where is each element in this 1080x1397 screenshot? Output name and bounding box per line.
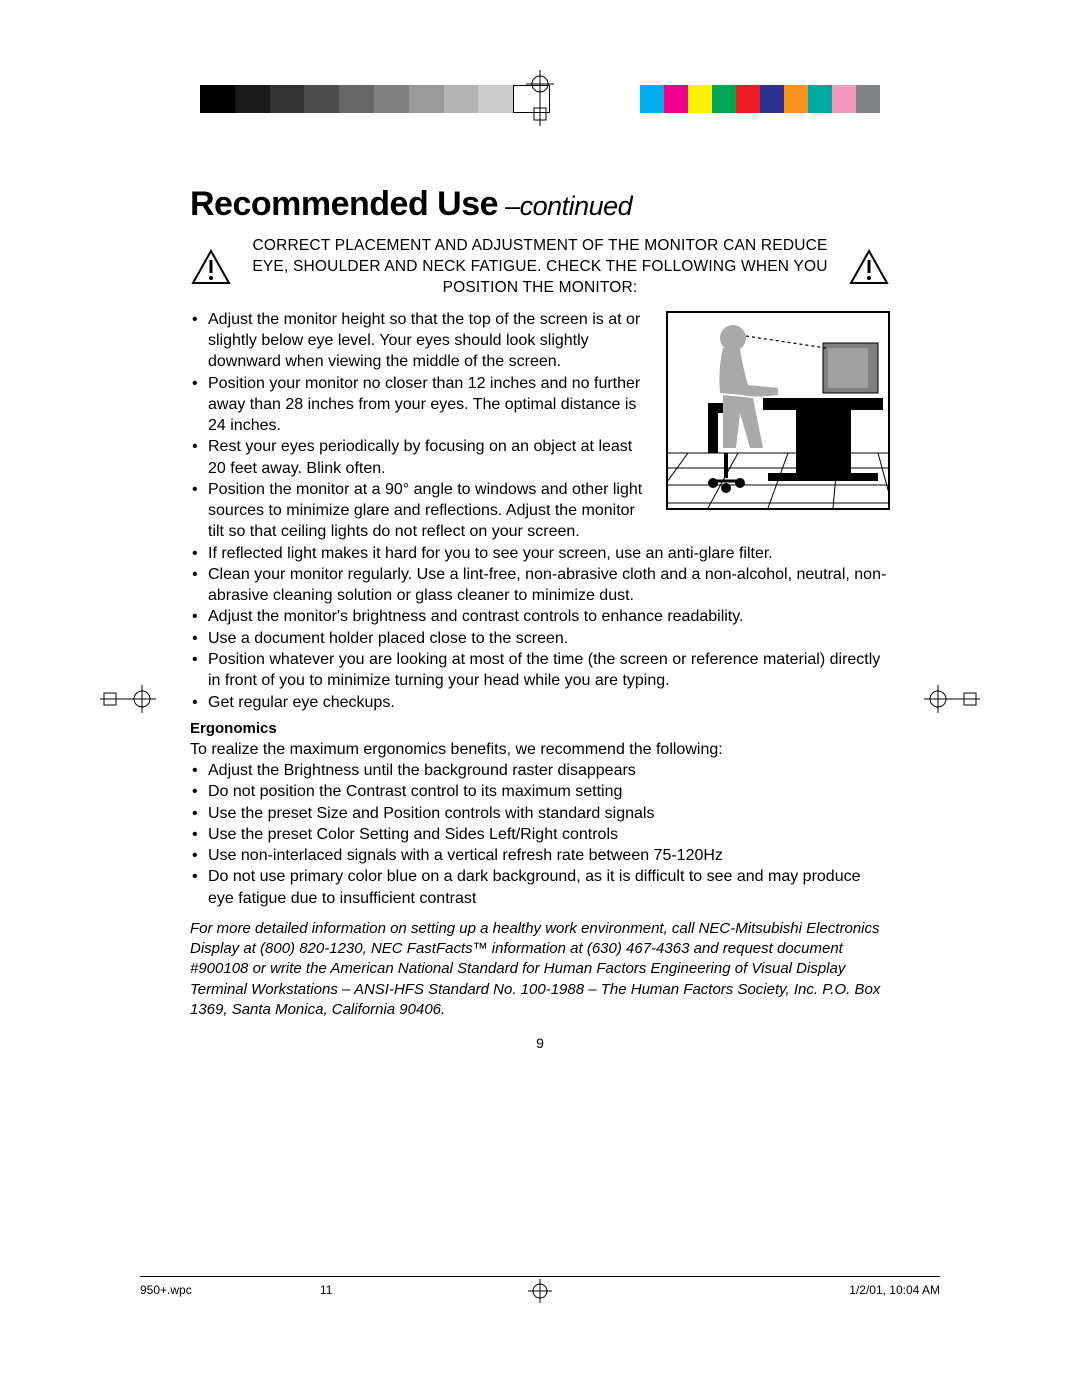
bullet-item: Position whatever you are looking at mos… [190,649,890,692]
color-swatch [808,85,832,113]
grayscale-swatch [339,85,374,113]
footer-filename: 950+.wpc [140,1283,320,1297]
registration-mark-left [100,685,156,713]
print-footer: 950+.wpc 11 1/2/01, 10:04 AM [140,1276,940,1297]
color-swatch [736,85,760,113]
body-block: Adjust the monitor height so that the to… [190,309,890,1053]
bullet-item: Do not position the Contrast control to … [190,781,890,802]
bullet-item: Adjust the monitor height so that the to… [190,309,890,373]
color-swatch [664,85,688,113]
grayscale-swatch [270,85,305,113]
footer-sheet: 11 [320,1283,400,1297]
regbar-spacer [550,85,640,113]
bullet-item: Adjust the monitor's brightness and cont… [190,606,890,627]
bullet-list-placement: Adjust the monitor height so that the to… [190,309,890,713]
color-swatch [688,85,712,113]
title-main: Recommended Use [190,185,498,223]
grayscale-swatch [304,85,339,113]
grayscale-swatch [478,85,513,113]
page: Recommended Use –continued CORRECT PLACE… [0,0,1080,1397]
footnote-text: For more detailed information on setting… [190,919,890,1020]
grayscale-swatch [444,85,479,113]
bullet-item: Clean your monitor regularly. Use a lint… [190,564,890,607]
bullet-item: Do not use primary color blue on a dark … [190,866,890,909]
bullet-item: Adjust the Brightness until the backgrou… [190,760,890,781]
registration-mark-right [924,685,980,713]
content-area: Recommended Use –continued CORRECT PLACE… [190,185,890,1053]
ergonomics-lead: To realize the maximum ergonomics benefi… [190,739,890,760]
bullet-item: Position the monitor at a 90° angle to w… [190,479,890,543]
bullet-item: Rest your eyes periodically by focusing … [190,436,890,479]
grayscale-swatch [235,85,270,113]
bullet-item: Get regular eye checkups. [190,692,890,713]
title-suffix: –continued [498,191,632,221]
page-number: 9 [190,1034,890,1053]
color-swatch [640,85,664,113]
ergonomics-subhead: Ergonomics [190,719,890,739]
bullet-item: If reflected light makes it hard for you… [190,543,890,564]
color-swatch [832,85,856,113]
notice-row: CORRECT PLACEMENT AND ADJUSTMENT OF THE … [190,236,890,299]
grayscale-swatch [374,85,409,113]
footer-timestamp: 1/2/01, 10:04 AM [849,1283,940,1297]
bullet-list-ergonomics: Adjust the Brightness until the backgrou… [190,760,890,909]
bullet-item: Use non-interlaced signals with a vertic… [190,845,890,866]
bullet-item: Use the preset Color Setting and Sides L… [190,824,890,845]
bullet-item: Use the preset Size and Position control… [190,803,890,824]
bullet-item: Position your monitor no closer than 12 … [190,373,890,437]
grayscale-swatch [409,85,444,113]
color-swatch [760,85,784,113]
registration-mark-top [526,70,554,126]
registration-mark-bottom [528,1279,552,1303]
grayscale-swatch [200,85,235,113]
warning-icon [190,248,232,286]
color-swatch [784,85,808,113]
notice-text: CORRECT PLACEMENT AND ADJUSTMENT OF THE … [242,236,838,299]
bullet-item: Use a document holder placed close to th… [190,628,890,649]
page-title: Recommended Use –continued [190,185,890,224]
color-swatch [712,85,736,113]
warning-icon [848,248,890,286]
color-swatch [856,85,880,113]
